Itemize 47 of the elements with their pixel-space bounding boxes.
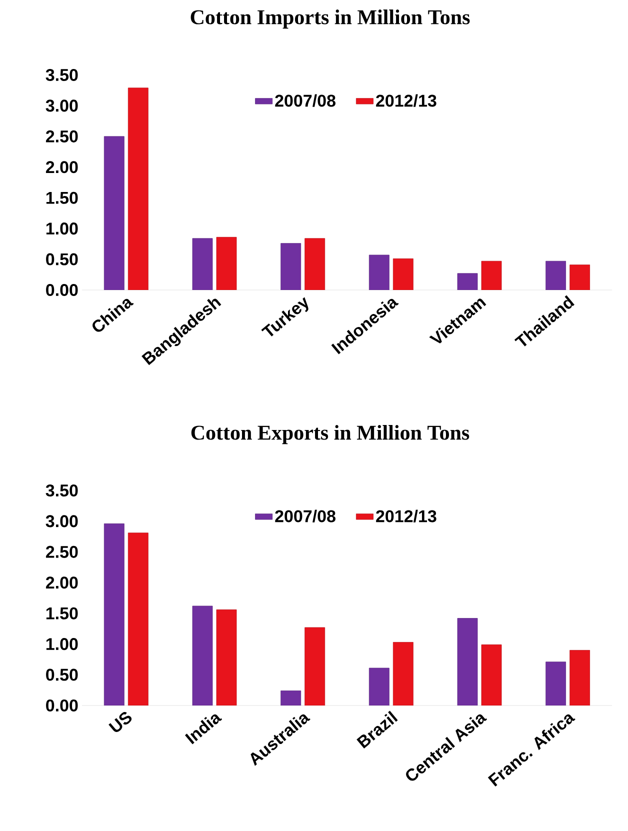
y-tick-label: 1.00: [46, 638, 78, 650]
chart-title: Cotton Exports in Million Tons: [191, 425, 470, 444]
y-tick-label: 1.50: [46, 607, 78, 620]
legend-label: 2012/13: [376, 510, 436, 522]
bar: [192, 238, 213, 290]
y-tick-label: 2.50: [46, 130, 78, 142]
bar: [570, 264, 590, 290]
y-tick-label: 2.50: [46, 546, 78, 558]
bar: [304, 627, 326, 706]
x-tick-label: US: [108, 712, 132, 732]
bar: [304, 238, 326, 290]
y-tick-label: 3.50: [46, 484, 78, 497]
bar: [216, 609, 237, 706]
legend-label: 2007/08: [275, 94, 336, 107]
y-tick-label: 1.00: [46, 222, 78, 235]
bar: [481, 260, 502, 290]
y-tick-label: 2.00: [46, 161, 78, 174]
bar: [570, 650, 590, 706]
bar: [392, 258, 414, 290]
y-tick-label: 0.50: [46, 668, 78, 681]
bar: [457, 618, 478, 706]
legend-label: 2012/13: [376, 94, 436, 107]
y-tick-label: 2.00: [46, 576, 78, 589]
bar: [546, 662, 566, 706]
bar: [392, 642, 414, 706]
bar: [280, 243, 302, 290]
bar: [546, 260, 566, 290]
y-tick-label: 1.50: [46, 192, 78, 204]
bar: [192, 606, 213, 706]
bar: [457, 273, 478, 290]
y-tick-label: 0.00: [46, 284, 78, 296]
y-tick-label: 3.50: [46, 68, 78, 82]
y-tick-label: 0.00: [46, 699, 78, 712]
bar: [481, 644, 502, 706]
legend-label: 2007/08: [275, 510, 336, 522]
bar: [104, 136, 124, 290]
y-tick-label: 3.00: [46, 515, 78, 528]
chart-title: Cotton Imports in Million Tons: [190, 10, 470, 29]
bar: [368, 668, 390, 706]
bar: [368, 254, 390, 290]
bar: [128, 88, 148, 290]
bar: [216, 236, 237, 290]
y-tick-label: 0.50: [46, 253, 78, 266]
bar: [280, 690, 302, 706]
bar: [128, 532, 148, 706]
y-tick-label: 3.00: [46, 100, 78, 112]
bar: [104, 523, 124, 706]
